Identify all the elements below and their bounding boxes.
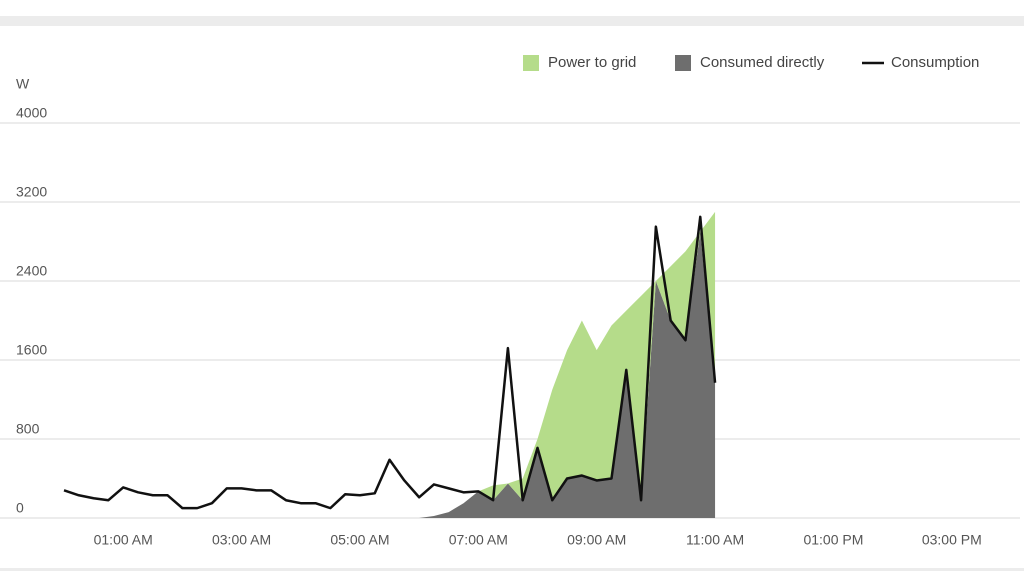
y-tick-label: 1600 (16, 342, 47, 358)
y-tick-label: 3200 (16, 184, 47, 200)
x-tick-label: 09:00 AM (567, 532, 626, 548)
legend-swatch (523, 55, 539, 71)
area (64, 231, 716, 518)
x-tick-label: 03:00 PM (922, 532, 982, 548)
x-tick-label: 07:00 AM (449, 532, 508, 548)
y-tick-label: 2400 (16, 263, 47, 279)
top-bar (0, 16, 1024, 26)
legend-label: Consumption (891, 54, 979, 71)
y-tick-label: 0 (16, 500, 24, 516)
y-tick-label: 800 (16, 421, 40, 437)
y-tick-label: 4000 (16, 105, 47, 121)
y-axis-unit: W (16, 76, 30, 92)
x-tick-label: 03:00 AM (212, 532, 271, 548)
legend-label: Power to grid (548, 54, 636, 71)
x-tick-label: 01:00 PM (803, 532, 863, 548)
legend-label: Consumed directly (700, 54, 825, 71)
line (63, 215, 717, 510)
legend-swatch (675, 55, 691, 71)
x-tick-label: 05:00 AM (330, 532, 389, 548)
x-tick-label: 11:00 AM (686, 532, 744, 548)
bottom-bar (0, 568, 1024, 571)
area (64, 211, 716, 518)
x-tick-label: 01:00 AM (94, 532, 153, 548)
